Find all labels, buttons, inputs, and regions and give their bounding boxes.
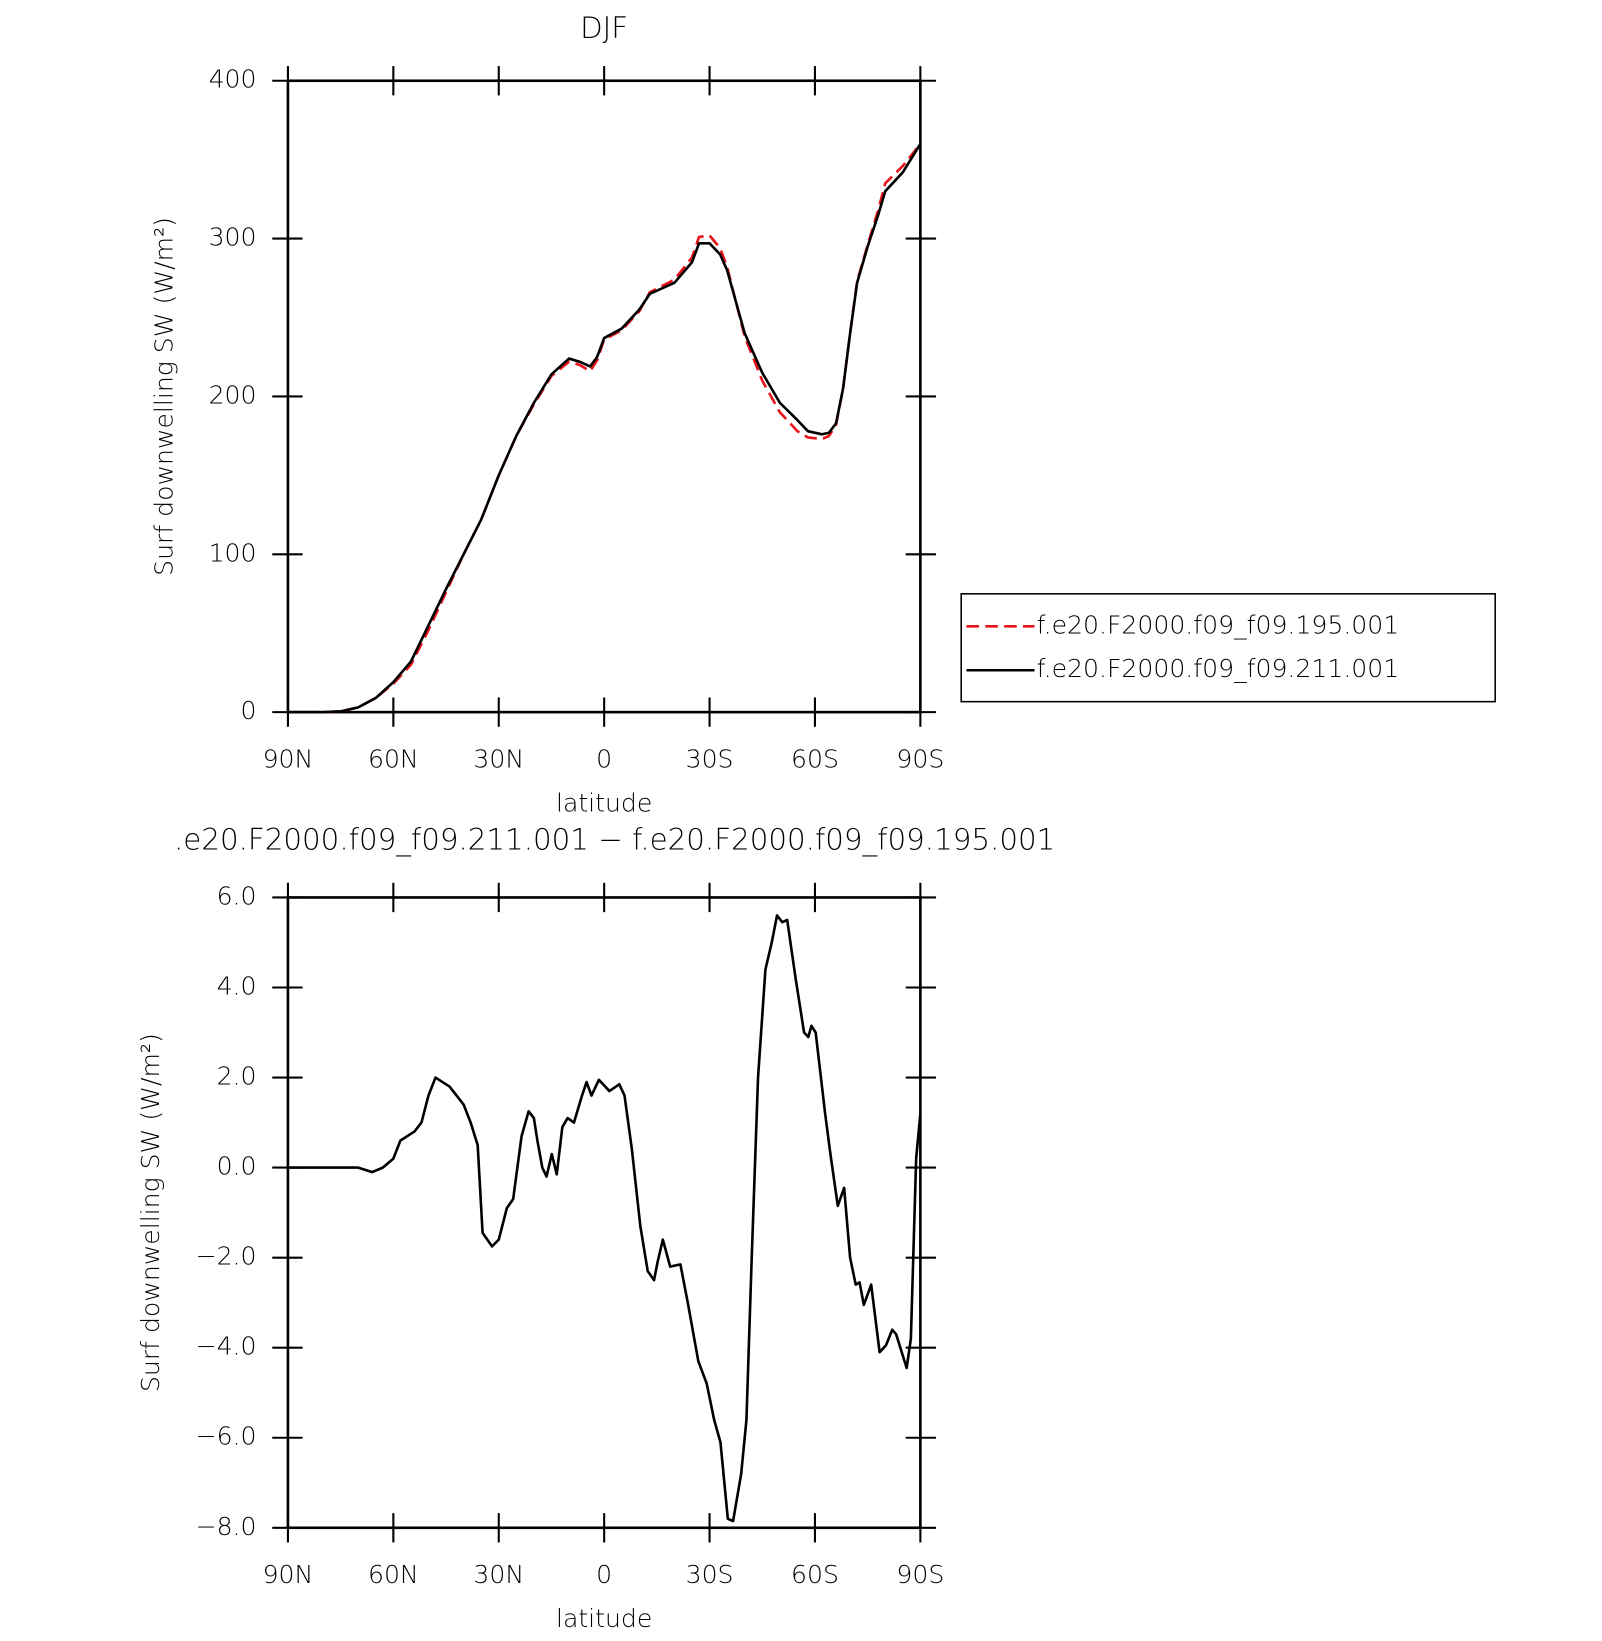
y-axis-label: Surf downwelling SW (W/m²) — [149, 217, 178, 576]
x-tick-label: 60S — [791, 1560, 839, 1589]
data-line — [287, 914, 922, 1523]
data-line — [287, 143, 922, 714]
x-tick-label: 0 — [596, 744, 612, 773]
x-tick-label: 30S — [686, 1560, 734, 1589]
legend-label: f.e20.F2000.f09_f09.211.001 — [1037, 654, 1400, 683]
plot-frame — [286, 79, 922, 714]
y-tick-label: 100 — [209, 538, 257, 567]
x-tick-label: 30S — [686, 744, 734, 773]
y-axis-label: Surf downwelling SW (W/m²) — [136, 1033, 165, 1392]
legend-box — [960, 593, 1496, 703]
plot-frame — [286, 896, 922, 1530]
y-tick-label: 2.0 — [217, 1062, 257, 1091]
legend-label: f.e20.F2000.f09_f09.195.001 — [1037, 610, 1400, 639]
y-tick-label: 0 — [241, 696, 257, 725]
y-tick-label: −4.0 — [196, 1332, 257, 1361]
chart-title: DJF — [580, 11, 628, 45]
chart-title: .e20.F2000.f09_f09.211.001 − f.e20.F2000… — [174, 822, 1055, 857]
y-tick-label: −8.0 — [196, 1512, 257, 1541]
x-tick-label: 60N — [368, 744, 419, 773]
x-axis-label: latitude — [556, 788, 652, 817]
x-tick-label: 60S — [791, 744, 839, 773]
x-tick-label: 30N — [473, 1560, 524, 1589]
x-tick-label: 30N — [473, 744, 524, 773]
x-tick-label: 90N — [263, 744, 314, 773]
data-line — [287, 143, 922, 714]
y-tick-label: 200 — [209, 380, 257, 409]
y-tick-label: 0.0 — [217, 1152, 257, 1181]
x-tick-label: 0 — [596, 1560, 612, 1589]
x-tick-label: 60N — [368, 1560, 419, 1589]
x-tick-label: 90N — [263, 1560, 314, 1589]
y-tick-label: 6.0 — [217, 881, 257, 910]
y-tick-label: −2.0 — [196, 1242, 257, 1271]
y-tick-label: 4.0 — [217, 972, 257, 1001]
x-axis-label: latitude — [556, 1604, 652, 1633]
x-tick-label: 90S — [896, 1560, 944, 1589]
y-tick-label: 300 — [209, 223, 257, 252]
y-tick-label: −6.0 — [196, 1422, 257, 1451]
y-tick-label: 400 — [209, 65, 257, 94]
x-tick-label: 90S — [896, 744, 944, 773]
